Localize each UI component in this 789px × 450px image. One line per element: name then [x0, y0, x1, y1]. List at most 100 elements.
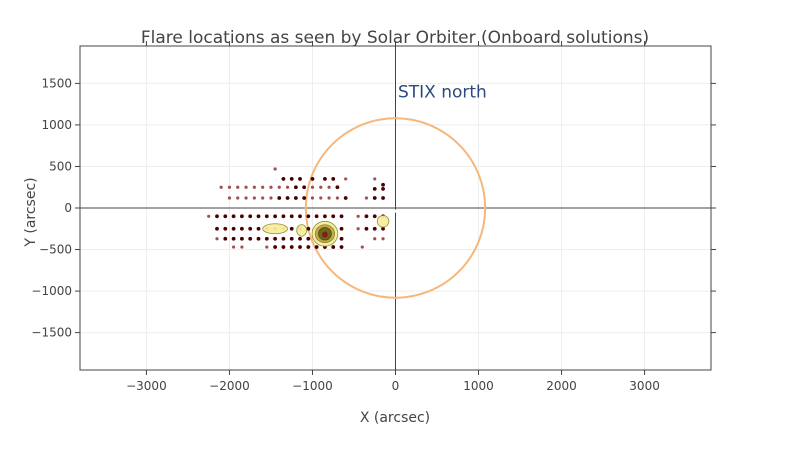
flare-point	[310, 185, 315, 189]
flare-point	[289, 245, 294, 249]
flare-point	[335, 196, 339, 200]
flare-point	[343, 196, 348, 200]
flare-point	[331, 177, 336, 181]
flare-point	[265, 245, 269, 249]
flare-point	[227, 196, 232, 200]
x-tick-label: 2000	[546, 379, 577, 393]
flare-point	[314, 214, 319, 219]
density-contour	[376, 215, 390, 228]
flare-point	[231, 226, 236, 231]
flare-point	[298, 236, 302, 241]
flare-point	[248, 236, 253, 241]
flare-point	[339, 226, 344, 231]
flare-point	[381, 237, 385, 241]
y-tick-label: 1500	[41, 76, 72, 90]
flare-point	[310, 196, 315, 200]
flare-point	[372, 186, 377, 191]
flare-point	[244, 185, 248, 189]
flare-point	[339, 245, 344, 249]
flare-point	[356, 214, 360, 218]
flare-point	[248, 214, 253, 219]
solar-disk-outline	[304, 117, 487, 299]
flare-point	[231, 214, 236, 219]
flare-point	[298, 177, 302, 181]
flare-point	[223, 236, 228, 241]
flare-point	[285, 196, 290, 200]
flare-point	[372, 214, 377, 219]
x-axis-title: X (arcsec)	[360, 410, 430, 426]
flare-point	[223, 214, 228, 219]
y-axis-title: Y (arcsec)	[23, 177, 39, 247]
flare-point	[302, 185, 307, 190]
flare-point	[364, 226, 369, 231]
zero-lines	[80, 46, 711, 370]
flare-point	[207, 214, 211, 218]
flare-point	[310, 177, 315, 181]
density-contour-core	[322, 231, 328, 238]
y-tick-label: −1500	[31, 326, 72, 340]
flare-point	[381, 226, 385, 231]
y-tick-label: −1000	[31, 284, 72, 298]
flare-point	[289, 177, 294, 181]
flare-point	[240, 245, 244, 249]
flare-point	[331, 245, 336, 249]
flare-point	[277, 185, 281, 189]
flare-point	[289, 214, 294, 219]
flare-point	[256, 236, 261, 241]
y-tick-label: −500	[39, 243, 72, 257]
y-tick-label: 500	[49, 159, 72, 173]
x-axis-ticks: −3000 −2000 −1000 0 1000 2000 3000	[126, 41, 660, 393]
flare-point	[269, 185, 273, 189]
flare-point	[261, 196, 265, 200]
flare-point	[327, 196, 331, 200]
flare-point	[231, 236, 236, 241]
flare-point	[306, 245, 311, 249]
flare-point	[231, 245, 236, 249]
flare-point	[281, 245, 286, 249]
flare-point	[372, 226, 377, 231]
y-axis-ticks: −1500 −1000 −500 0 500 1000 1500	[31, 76, 716, 340]
flare-point	[256, 226, 261, 231]
zero-line-gap-left	[200, 211, 213, 218]
flare-point	[244, 196, 248, 200]
flare-point	[323, 214, 327, 219]
flare-point	[339, 214, 344, 219]
x-tick-label: 3000	[629, 379, 660, 393]
flare-point	[281, 236, 286, 241]
flare-point	[381, 182, 385, 187]
flare-point	[331, 214, 336, 219]
flare-point	[323, 177, 327, 181]
flare-point	[264, 236, 269, 241]
density-contour	[296, 224, 308, 237]
chart-title: Flare locations as seen by Solar Orbiter…	[141, 28, 649, 48]
flare-point	[306, 226, 311, 231]
flare-point	[360, 245, 364, 249]
flare-point	[252, 196, 256, 200]
flare-point	[219, 185, 223, 189]
flare-point	[306, 214, 311, 219]
flare-density-contours	[262, 215, 390, 247]
flare-point	[215, 214, 219, 219]
flare-point	[264, 214, 269, 219]
x-tick-label: −1000	[292, 379, 333, 393]
flare-point	[306, 236, 311, 241]
flare-point	[240, 226, 244, 231]
zero-line-gap-right	[387, 209, 406, 213]
x-tick-label: −3000	[126, 379, 167, 393]
flare-point	[289, 236, 294, 241]
flare-point	[256, 214, 261, 219]
flare-point	[319, 185, 323, 189]
flare-point	[215, 226, 219, 231]
flare-point	[236, 196, 240, 200]
flare-point	[281, 214, 286, 219]
flare-point	[227, 185, 232, 189]
flare-point	[327, 185, 331, 189]
flare-point	[273, 167, 277, 171]
x-tick-label: −2000	[209, 379, 250, 393]
density-contour	[262, 223, 288, 235]
flare-point	[293, 185, 298, 190]
flare-point	[252, 185, 256, 189]
flare-point	[364, 196, 369, 200]
flare-point	[273, 214, 278, 219]
